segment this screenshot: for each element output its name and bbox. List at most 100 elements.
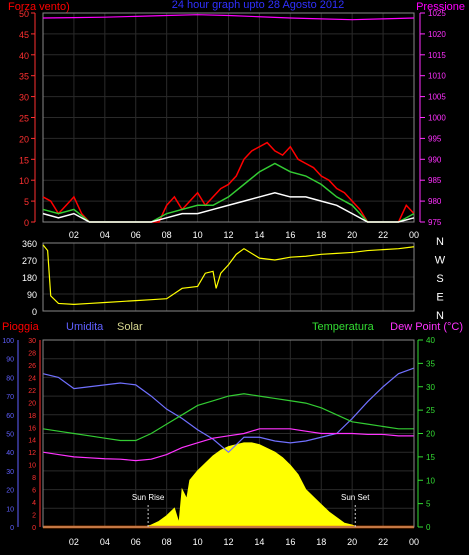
humidity-tick-label: 6 bbox=[32, 488, 36, 495]
sun-annotation: Sun Rise bbox=[132, 493, 165, 502]
pressure-axis-label: Pressione bbox=[416, 1, 465, 13]
temperature-tick-label: 0 bbox=[426, 523, 431, 532]
wind-tick-label: 40 bbox=[19, 51, 29, 61]
x-tick-label: 18 bbox=[316, 230, 326, 240]
humidity-tick-label: 18 bbox=[28, 413, 36, 420]
x-tick-label: 08 bbox=[162, 230, 172, 240]
humidity-tick-label: 8 bbox=[32, 475, 36, 482]
rain-tick-label: 60 bbox=[6, 413, 14, 420]
humidity-tick-label: 10 bbox=[28, 463, 36, 470]
x-tick-label: 22 bbox=[378, 230, 388, 240]
wind-tick-label: 20 bbox=[19, 134, 29, 144]
pressure-tick-label: 1025 bbox=[428, 9, 446, 18]
rain-tick-label: 10 bbox=[6, 506, 14, 513]
rain-tick-label: 0 bbox=[10, 525, 14, 532]
compass-letter: N bbox=[436, 310, 444, 322]
rain-tick-label: 20 bbox=[6, 488, 14, 495]
rain-tick-label: 90 bbox=[6, 357, 14, 364]
rain-axis-label: Pioggia bbox=[2, 321, 40, 333]
x-tick-label: 22 bbox=[378, 537, 388, 547]
sun-annotation: Sun Set bbox=[341, 493, 370, 502]
plot-frame bbox=[42, 242, 415, 312]
rain-tick-label: 30 bbox=[6, 469, 14, 476]
pressure-tick-label: 1020 bbox=[428, 30, 446, 39]
direction-tick-label: 0 bbox=[32, 307, 37, 317]
humidity-axis-label: Umidita bbox=[66, 321, 104, 333]
compass-letter: S bbox=[436, 273, 443, 285]
wind-tick-label: 15 bbox=[19, 155, 29, 165]
x-tick-label: 00 bbox=[409, 537, 419, 547]
direction-tick-label: 90 bbox=[27, 290, 37, 300]
chart-title: 24 hour graph upto 28 Agosto 2012 bbox=[172, 0, 344, 11]
direction-tick-label: 180 bbox=[22, 273, 37, 283]
humidity-tick-label: 20 bbox=[28, 400, 36, 407]
compass-letter: W bbox=[435, 255, 446, 267]
humidity-tick-label: 14 bbox=[28, 438, 36, 445]
wind-axis-label: Forza vento) bbox=[8, 1, 70, 13]
x-tick-label: 14 bbox=[254, 230, 264, 240]
humidity-tick-label: 16 bbox=[28, 425, 36, 432]
temperature-tick-label: 35 bbox=[426, 359, 435, 368]
wind-tick-label: 35 bbox=[19, 72, 29, 82]
x-tick-label: 10 bbox=[193, 537, 203, 547]
humidity-tick-label: 0 bbox=[32, 525, 36, 532]
wind-tick-label: 0 bbox=[24, 218, 29, 228]
x-tick-label: 18 bbox=[316, 537, 326, 547]
rain-tick-label: 80 bbox=[6, 375, 14, 382]
temperature-tick-label: 30 bbox=[426, 383, 435, 392]
plot-frame bbox=[42, 12, 415, 223]
plot-frame bbox=[42, 339, 415, 528]
wind-tick-label: 10 bbox=[19, 176, 29, 186]
x-tick-label: 14 bbox=[254, 537, 264, 547]
direction-tick-label: 360 bbox=[22, 239, 37, 249]
x-tick-label: 20 bbox=[347, 230, 357, 240]
x-tick-label: 16 bbox=[285, 230, 295, 240]
humidity-tick-label: 4 bbox=[32, 500, 36, 507]
x-tick-label: 02 bbox=[69, 537, 79, 547]
wind-tick-label: 50 bbox=[19, 9, 29, 19]
rain-tick-label: 40 bbox=[6, 450, 14, 457]
pressure-tick-label: 1015 bbox=[428, 51, 446, 60]
x-tick-label: 12 bbox=[223, 537, 233, 547]
series-line-dew-point bbox=[42, 428, 414, 462]
temperature-tick-label: 40 bbox=[426, 336, 435, 345]
x-tick-label: 00 bbox=[409, 230, 419, 240]
dewpoint-axis-label: Dew Point (°C) bbox=[390, 321, 463, 333]
pressure-tick-label: 975 bbox=[428, 218, 442, 227]
humidity-tick-label: 2 bbox=[32, 513, 36, 520]
wind-pressure-panel: 0510152025303540455097598098599099510001… bbox=[19, 9, 446, 240]
humidity-tick-label: 22 bbox=[28, 388, 36, 395]
rain-tick-label: 50 bbox=[6, 432, 14, 439]
temperature-tick-label: 5 bbox=[426, 500, 431, 509]
wind-tick-label: 45 bbox=[19, 30, 29, 40]
temperature-tick-label: 20 bbox=[426, 430, 435, 439]
x-tick-label: 20 bbox=[347, 537, 357, 547]
pressure-tick-label: 995 bbox=[428, 134, 442, 143]
temperature-axis-label: Temperatura bbox=[312, 321, 375, 333]
x-tick-label: 12 bbox=[223, 230, 233, 240]
wind-tick-label: 30 bbox=[19, 93, 29, 103]
temp-humidity-solar-panel: 0102030405060708090100024681012141618202… bbox=[2, 336, 435, 547]
x-tick-label: 06 bbox=[131, 230, 141, 240]
series-line-temperatura bbox=[42, 393, 414, 442]
humidity-tick-label: 24 bbox=[28, 375, 36, 382]
direction-tick-label: 270 bbox=[22, 256, 37, 266]
solar-axis-label: Solar bbox=[117, 321, 143, 333]
x-tick-label: 06 bbox=[131, 537, 141, 547]
series-line-vento-medio bbox=[42, 191, 415, 223]
compass-letter: E bbox=[436, 292, 443, 304]
x-tick-label: 04 bbox=[100, 230, 110, 240]
series-line-pressione bbox=[42, 14, 415, 21]
temperature-tick-label: 10 bbox=[426, 476, 435, 485]
compass-letter: N bbox=[436, 236, 444, 248]
humidity-tick-label: 12 bbox=[28, 450, 36, 457]
wind-tick-label: 25 bbox=[19, 114, 29, 124]
rain-tick-label: 70 bbox=[6, 394, 14, 401]
pressure-tick-label: 1010 bbox=[428, 72, 446, 81]
temperature-tick-label: 15 bbox=[426, 453, 435, 462]
series-area-solar bbox=[144, 442, 357, 528]
temperature-tick-label: 25 bbox=[426, 406, 435, 415]
pressure-tick-label: 990 bbox=[428, 155, 442, 164]
